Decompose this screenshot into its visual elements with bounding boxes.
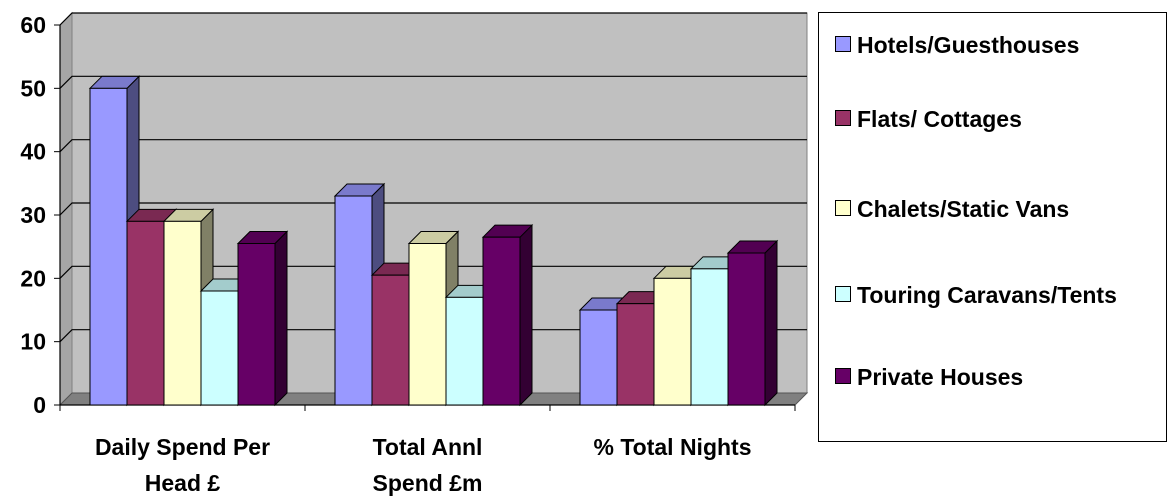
gridline bbox=[59, 265, 807, 279]
bar-front bbox=[445, 296, 484, 406]
legend-swatch-hotels bbox=[835, 36, 851, 52]
bar-front bbox=[616, 303, 655, 406]
legend-item-private: Private Houses bbox=[835, 361, 1157, 393]
legend-swatch-touring bbox=[835, 286, 851, 302]
gridline bbox=[59, 139, 807, 153]
legend-swatch-flats bbox=[835, 110, 851, 126]
bar-front bbox=[237, 243, 276, 406]
bar-front bbox=[163, 220, 202, 406]
legend-label-chalets: Chalets/Static Vans bbox=[857, 196, 1070, 222]
bar bbox=[236, 230, 289, 407]
legend-item-touring: Touring Caravans/Tents bbox=[835, 279, 1157, 311]
legend-swatch-chalets bbox=[835, 200, 851, 216]
bar-front bbox=[334, 195, 373, 406]
bar-front bbox=[371, 274, 410, 406]
legend-label-touring: Touring Caravans/Tents bbox=[857, 282, 1117, 308]
x-tick-label: % Total Nights bbox=[593, 434, 751, 460]
legend-swatch-private bbox=[835, 368, 851, 384]
legend-item-flats: Flats/ Cottages bbox=[835, 103, 1157, 135]
y-tick-label: 30 bbox=[20, 202, 46, 228]
legend-label-hotels: Hotels/Guesthouses bbox=[857, 32, 1080, 58]
gridline bbox=[59, 329, 807, 343]
bar-front bbox=[200, 290, 239, 406]
bar-side bbox=[274, 230, 288, 407]
bar-side bbox=[764, 239, 778, 407]
legend-item-chalets: Chalets/Static Vans bbox=[835, 193, 1157, 225]
bar-front bbox=[690, 268, 729, 406]
gridline bbox=[59, 202, 807, 216]
legend-item-hotels: Hotels/Guesthouses bbox=[835, 29, 1157, 61]
y-tick-label: 50 bbox=[20, 75, 46, 101]
chart-legend: Hotels/Guesthouses Flats/ Cottages Chale… bbox=[818, 12, 1167, 442]
bar-front bbox=[727, 252, 766, 406]
bar-front bbox=[579, 309, 618, 406]
bar bbox=[726, 239, 779, 407]
y-tick-label: 10 bbox=[20, 329, 46, 355]
y-tick-label: 60 bbox=[20, 12, 46, 38]
y-tick-label: 40 bbox=[20, 139, 46, 165]
y-tick-label: 20 bbox=[20, 265, 46, 291]
x-tick-label: Total Annl Spend £m bbox=[373, 434, 483, 496]
bar-front bbox=[482, 236, 521, 406]
bar-front bbox=[653, 277, 692, 406]
bar-side bbox=[519, 223, 533, 407]
bar-front bbox=[126, 220, 165, 406]
gridline bbox=[59, 75, 807, 89]
legend-label-flats: Flats/ Cottages bbox=[857, 106, 1022, 132]
legend-label-private: Private Houses bbox=[857, 364, 1024, 390]
x-tick-label: Daily Spend Per Head £ bbox=[95, 434, 270, 496]
gridline bbox=[59, 12, 807, 26]
bar bbox=[481, 223, 534, 407]
bar-front bbox=[408, 243, 447, 406]
y-tick-label: 0 bbox=[33, 392, 46, 418]
bar-front bbox=[89, 87, 128, 406]
